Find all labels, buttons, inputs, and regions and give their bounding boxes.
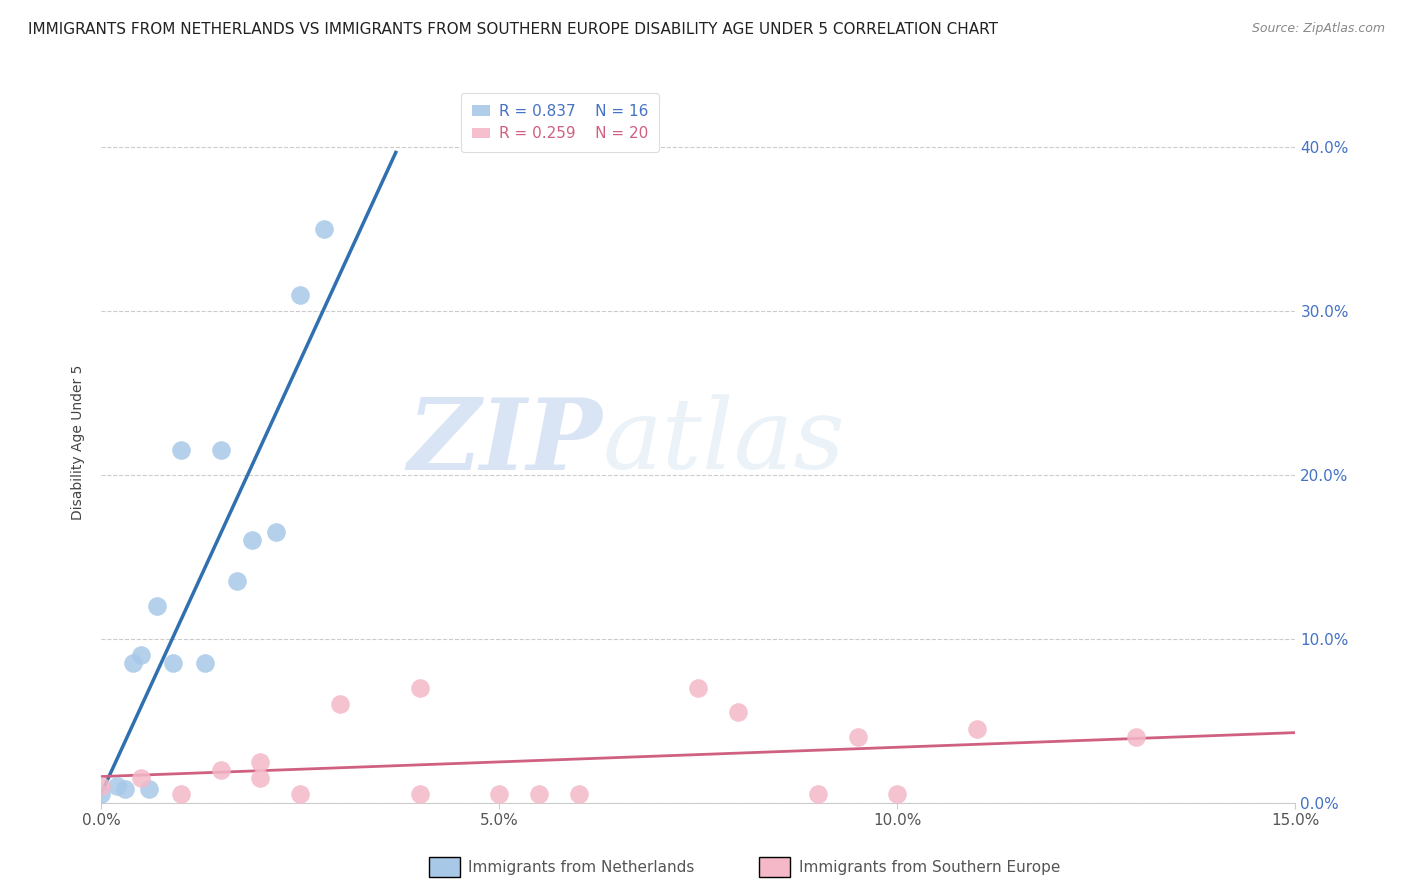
Text: Immigrants from Southern Europe: Immigrants from Southern Europe	[799, 860, 1060, 874]
Point	[266, 525, 288, 540]
Point	[314, 222, 336, 236]
Point	[290, 788, 312, 802]
Point	[807, 788, 830, 802]
Point	[488, 788, 510, 802]
Point	[329, 698, 352, 712]
Text: ZIP: ZIP	[408, 394, 603, 491]
Point	[170, 443, 193, 458]
Point	[122, 657, 145, 671]
Point	[225, 574, 247, 589]
Point	[408, 681, 430, 695]
Point	[129, 648, 152, 662]
Point	[138, 782, 160, 797]
Text: Immigrants from Netherlands: Immigrants from Netherlands	[468, 860, 695, 874]
Point	[249, 755, 271, 769]
Point	[90, 788, 112, 802]
Point	[170, 788, 193, 802]
Text: atlas: atlas	[603, 394, 845, 490]
Point	[966, 722, 988, 736]
Legend: R = 0.837    N = 16, R = 0.259    N = 20: R = 0.837 N = 16, R = 0.259 N = 20	[461, 93, 659, 153]
Point	[242, 533, 264, 548]
Text: IMMIGRANTS FROM NETHERLANDS VS IMMIGRANTS FROM SOUTHERN EUROPE DISABILITY AGE UN: IMMIGRANTS FROM NETHERLANDS VS IMMIGRANT…	[28, 22, 998, 37]
Point	[688, 681, 710, 695]
Point	[146, 599, 169, 613]
Point	[194, 657, 217, 671]
Point	[886, 788, 908, 802]
Point	[105, 779, 128, 793]
Point	[162, 657, 184, 671]
Point	[846, 730, 869, 744]
Point	[290, 288, 312, 302]
Point	[209, 763, 232, 777]
Point	[209, 443, 232, 458]
Point	[114, 782, 136, 797]
Point	[527, 788, 550, 802]
Text: Source: ZipAtlas.com: Source: ZipAtlas.com	[1251, 22, 1385, 36]
Y-axis label: Disability Age Under 5: Disability Age Under 5	[72, 365, 86, 520]
Point	[129, 771, 152, 785]
Point	[408, 788, 430, 802]
Point	[727, 706, 749, 720]
Point	[90, 779, 112, 793]
Point	[568, 788, 591, 802]
Point	[1125, 730, 1147, 744]
Point	[249, 771, 271, 785]
